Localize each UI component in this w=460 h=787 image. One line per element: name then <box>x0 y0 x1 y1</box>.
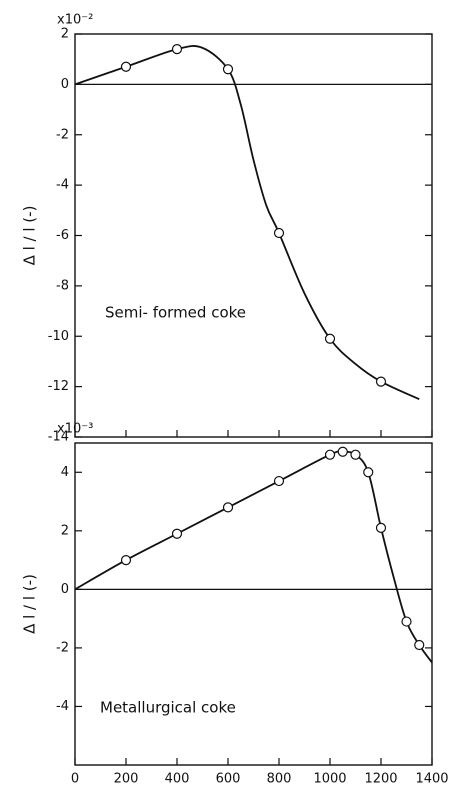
plot-frame <box>74 33 433 438</box>
data-point <box>401 616 412 627</box>
data-point <box>171 44 183 55</box>
data-point <box>414 639 425 651</box>
data-point <box>363 467 374 478</box>
data-point <box>375 376 387 387</box>
y-axis-label: Δ l / l (-) <box>21 574 39 634</box>
curve <box>74 45 420 401</box>
axis-exponent: x10⁻³ <box>57 422 93 437</box>
data-point <box>171 528 183 539</box>
y-tick-label: 2 <box>61 27 69 42</box>
x-tick-label: 400 <box>165 772 190 787</box>
x-tick-label: 800 <box>267 772 292 787</box>
data-point <box>222 64 234 75</box>
y-tick-label: -12 <box>48 379 69 394</box>
y-tick-label: 2 <box>61 523 69 538</box>
data-point <box>337 446 348 457</box>
y-tick-label: 0 <box>61 77 69 92</box>
axis-exponent: x10⁻² <box>57 13 93 28</box>
data-point <box>324 449 336 460</box>
y-tick-label: -4 <box>56 699 69 714</box>
data-point <box>120 61 132 72</box>
y-tick-label: 4 <box>61 465 69 480</box>
data-point <box>222 502 234 513</box>
data-point <box>350 449 361 460</box>
y-tick-label: -2 <box>56 127 69 142</box>
y-tick-label: -4 <box>56 178 69 193</box>
y-axis-label: Δ l / l (-) <box>21 206 39 266</box>
x-tick-label: 1400 <box>415 772 448 787</box>
data-point <box>273 227 285 239</box>
x-tick-label: 0 <box>71 772 79 787</box>
data-point <box>375 522 387 533</box>
x-tick-label: 600 <box>216 772 241 787</box>
x-tick-label: 1000 <box>313 772 346 787</box>
y-tick-label: 0 <box>61 582 69 597</box>
data-point <box>120 554 132 566</box>
x-tick-label: 200 <box>114 772 139 787</box>
plot-frame <box>74 442 433 766</box>
y-tick-label: -14 <box>48 430 69 445</box>
annotation: Metallurgical coke <box>100 699 236 717</box>
data-point <box>273 475 285 487</box>
y-tick-label: -10 <box>48 329 69 344</box>
x-tick-label: 1200 <box>364 772 397 787</box>
y-tick-label: -8 <box>56 278 69 293</box>
y-tick-label: -2 <box>56 640 69 655</box>
data-point <box>324 333 336 344</box>
annotation: Semi- formed coke <box>105 304 246 322</box>
y-tick-label: -6 <box>56 228 69 243</box>
